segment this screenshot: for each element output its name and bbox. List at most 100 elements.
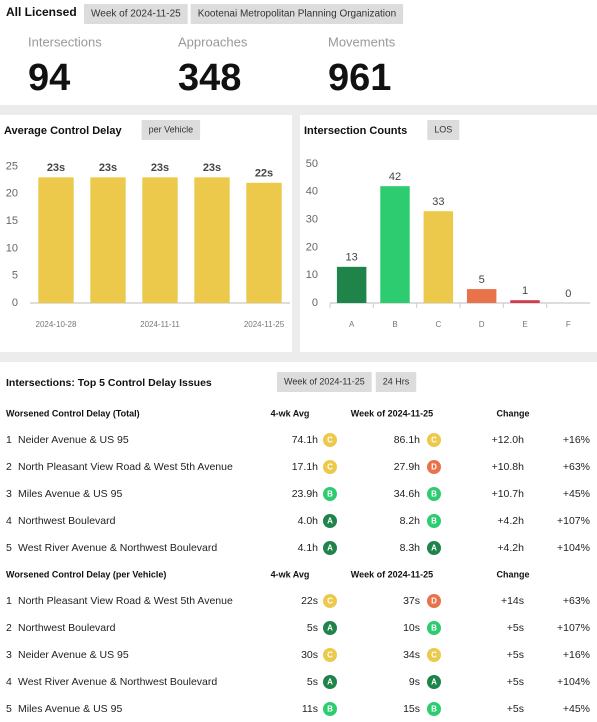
tag-label[interactable]: Kootenai Metropolitan Planning Organizat…	[198, 9, 396, 20]
kpi-value: 94	[28, 57, 70, 99]
cell-avg: 23.9h	[292, 488, 318, 500]
cell-name: Miles Avenue & US 95	[18, 703, 122, 715]
los-badge	[427, 487, 441, 501]
tag[interactable]	[277, 372, 372, 392]
y-tick-label: 5	[12, 270, 18, 282]
data-label: 23s	[151, 162, 169, 174]
bar	[380, 186, 410, 303]
cell-pct: +63%	[563, 461, 590, 473]
los-badge	[427, 514, 441, 528]
cell-rank: 1	[6, 595, 12, 607]
los-badge	[427, 460, 441, 474]
cell-pct: +16%	[563, 649, 590, 661]
los-letter: C	[431, 436, 437, 445]
cell-avg: 4.0h	[298, 515, 319, 527]
cell-pct: +16%	[563, 434, 590, 446]
tag-label[interactable]: Week of 2024-11-25	[284, 376, 365, 386]
cell-avg: 22s	[301, 595, 318, 607]
cell-change: +4.2h	[497, 542, 524, 554]
los-letter: A	[431, 678, 437, 687]
los-badge	[323, 675, 337, 689]
y-tick-label: 0	[12, 297, 18, 309]
cell-change: +5s	[507, 622, 524, 634]
los-badge	[427, 594, 441, 608]
los-badge	[427, 675, 441, 689]
cell-name: North Pleasant View Road & West 5th Aven…	[18, 595, 233, 607]
cell-name: North Pleasant View Road & West 5th Aven…	[18, 461, 233, 473]
cell-name: Neider Avenue & US 95	[18, 649, 129, 661]
cell-avg: 5s	[307, 622, 318, 634]
data-label: 42	[389, 171, 401, 183]
cell-change: +5s	[507, 676, 524, 688]
x-tick-label: 2024-11-11	[140, 320, 180, 329]
cell-rank: 5	[6, 703, 12, 715]
column-header: Change	[496, 408, 529, 418]
tag[interactable]	[190, 4, 404, 24]
cell-name: Neider Avenue & US 95	[18, 434, 129, 446]
y-tick-label: 0	[312, 297, 318, 309]
los-badge	[427, 621, 441, 635]
kpi-label: Approaches	[178, 34, 248, 49]
cell-rank: 3	[6, 649, 12, 661]
cell-pct: +63%	[563, 595, 590, 607]
x-tick-label: B	[392, 320, 397, 329]
cell-change: +10.7h	[492, 488, 525, 500]
los-letter: B	[431, 490, 437, 499]
cell-week: 9s	[409, 676, 420, 688]
table-title: Intersections: Top 5 Control Delay Issue…	[6, 377, 212, 389]
los-letter: B	[431, 624, 437, 633]
cell-change: +5s	[507, 703, 524, 715]
cell-name: West River Avenue & Northwest Boulevard	[18, 676, 217, 688]
los-letter: B	[327, 705, 333, 714]
tag[interactable]	[427, 120, 460, 140]
los-badge	[323, 594, 337, 608]
los-badge	[323, 487, 337, 501]
cell-avg: 30s	[301, 649, 318, 661]
cell-week: 34.6h	[394, 488, 420, 500]
los-badge	[323, 460, 337, 474]
tag-label[interactable]: LOS	[434, 124, 452, 134]
los-badge	[427, 702, 441, 716]
tag-label[interactable]: 24 Hrs	[383, 376, 410, 386]
y-tick-label: 25	[6, 160, 18, 172]
cell-pct: +107%	[557, 515, 590, 527]
tag[interactable]	[84, 4, 188, 24]
cell-rank: 2	[6, 622, 12, 634]
cell-week: 10s	[403, 622, 420, 634]
los-badge	[323, 621, 337, 635]
cell-change: +14s	[501, 595, 524, 607]
section-heading: Worsened Control Delay (Total)	[6, 408, 140, 418]
tag[interactable]	[375, 372, 417, 392]
cell-rank: 3	[6, 488, 12, 500]
page-title: All Licensed	[6, 5, 77, 19]
cell-change: +10.8h	[492, 461, 525, 473]
chart-title: Average Control Delay	[4, 125, 122, 137]
cell-rank: 2	[6, 461, 12, 473]
y-tick-label: 15	[6, 215, 18, 227]
los-badge	[427, 433, 441, 447]
table-panel	[0, 362, 597, 722]
x-tick-label: 2024-11-25	[244, 320, 285, 329]
los-letter: B	[327, 490, 333, 499]
bar	[336, 266, 367, 303]
x-tick-label: E	[522, 320, 527, 329]
column-header: Week of 2024-11-25	[351, 408, 433, 418]
tag-label[interactable]: Week of 2024-11-25	[91, 9, 181, 20]
los-badge	[427, 648, 441, 662]
los-badge	[427, 541, 441, 555]
cell-rank: 4	[6, 515, 12, 527]
cell-week: 34s	[403, 649, 420, 661]
x-tick-label: A	[349, 320, 355, 329]
los-badge	[323, 433, 337, 447]
cell-name: West River Avenue & Northwest Boulevard	[18, 542, 217, 554]
cell-pct: +104%	[557, 542, 590, 554]
chart-title: Intersection Counts	[304, 125, 407, 137]
bar	[246, 182, 282, 303]
y-tick-label: 20	[6, 188, 18, 200]
cell-change: +12.0h	[492, 434, 525, 446]
data-label: 23s	[203, 162, 221, 174]
tag[interactable]	[141, 120, 201, 140]
tag-label[interactable]: per Vehicle	[149, 124, 194, 134]
los-badge	[323, 541, 337, 555]
